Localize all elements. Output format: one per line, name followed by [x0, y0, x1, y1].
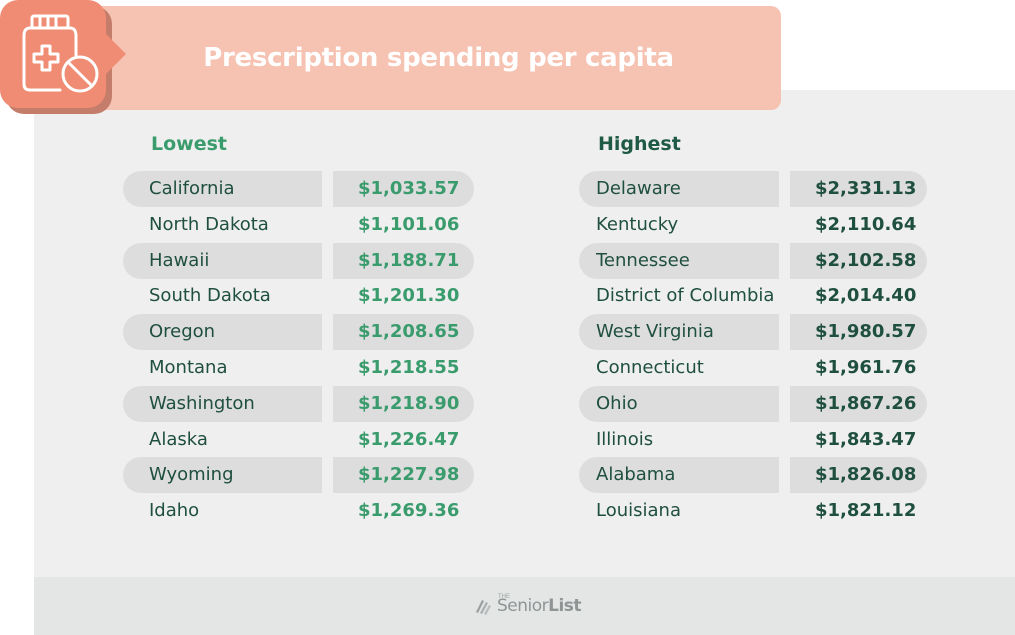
- spending-value: $2,014.40: [815, 285, 917, 307]
- spending-value: $1,218.90: [358, 392, 460, 414]
- logo-bold: List: [548, 596, 582, 616]
- lowest-header: Lowest: [151, 133, 227, 155]
- senior-list-logo-icon: [476, 600, 491, 615]
- state-name: Washington: [149, 392, 255, 414]
- state-name: Ohio: [596, 392, 638, 414]
- table-row: Delaware $2,331.13: [0, 171, 1015, 207]
- state-name: Connecticut: [596, 357, 704, 378]
- spending-value: $1,867.26: [815, 392, 917, 414]
- row-stripe-name: [123, 314, 322, 351]
- state-name: Tennessee: [596, 249, 690, 271]
- table-row: Louisiana $1,821.12: [0, 493, 1015, 529]
- state-name: Delaware: [596, 178, 681, 199]
- pill-bottle-icon: [20, 14, 102, 99]
- table-row: Montana $1,218.55: [0, 350, 1015, 386]
- state-name: Idaho: [149, 500, 200, 522]
- spending-value: $1,033.57: [358, 178, 460, 199]
- senior-list-logo: SeniorList: [473, 592, 582, 620]
- table-row: Alaska $1,226.47: [0, 422, 1015, 458]
- row-stripe-value: [333, 242, 474, 279]
- table-row: Connecticut $1,961.76: [0, 350, 1015, 386]
- row-stripe-value: [333, 385, 474, 422]
- table-row: South Dakota $1,201.30: [0, 278, 1015, 314]
- table-row: Ohio $1,867.26: [0, 385, 1015, 422]
- spending-value: $1,208.65: [358, 321, 460, 343]
- row-stripe-name: [123, 385, 322, 422]
- state-name: Hawaii: [149, 249, 210, 271]
- table-row: Alabama $1,826.08: [0, 457, 1015, 494]
- state-name: Kentucky: [596, 213, 679, 235]
- spending-value: $1,201.30: [358, 285, 460, 307]
- row-stripe-name: [123, 457, 322, 494]
- spending-value: $1,269.36: [358, 500, 460, 522]
- row-stripe-name: [579, 242, 779, 279]
- logo-small-text: THE: [498, 594, 510, 600]
- row-stripe-value: [790, 385, 927, 422]
- row-stripe-value: [333, 457, 474, 494]
- badge-pointer: [106, 34, 126, 74]
- table-row: Washington $1,218.90: [0, 385, 1015, 422]
- row-stripe-value: [790, 242, 927, 279]
- state-name: California: [149, 178, 235, 199]
- row-stripe-value: [790, 171, 927, 207]
- spending-value: $2,110.64: [815, 213, 917, 235]
- spending-value: $1,101.06: [358, 213, 460, 235]
- state-name: Alaska: [149, 428, 208, 450]
- highest-header: Highest: [598, 133, 681, 155]
- spending-value: $1,961.76: [815, 357, 917, 378]
- row-stripe-name: [579, 171, 779, 207]
- table-row: Tennessee $2,102.58: [0, 242, 1015, 279]
- logo-text: SeniorList: [497, 596, 582, 616]
- row-stripe-name: [579, 457, 779, 494]
- state-name: Wyoming: [149, 464, 234, 486]
- spending-value: $1,821.12: [815, 500, 917, 522]
- table-row: Kentucky $2,110.64: [0, 207, 1015, 243]
- row-stripe-value: [790, 457, 927, 494]
- spending-value: $1,227.98: [358, 464, 460, 486]
- state-name: West Virginia: [596, 321, 714, 343]
- spending-value: $1,188.71: [358, 249, 460, 271]
- spending-value: $1,826.08: [815, 464, 917, 486]
- table-row: Illinois $1,843.47: [0, 422, 1015, 458]
- logo-regular: Senior: [497, 596, 549, 616]
- state-name: South Dakota: [149, 285, 271, 307]
- state-name: Illinois: [596, 428, 654, 450]
- title-banner: [96, 6, 781, 110]
- state-name: Alabama: [596, 464, 676, 486]
- row-stripe-name: [579, 314, 779, 351]
- page-title: Prescription spending per capita: [203, 43, 674, 73]
- table-row: California $1,033.57: [0, 171, 1015, 207]
- spending-value: $1,218.55: [358, 357, 460, 378]
- state-name: Montana: [149, 357, 228, 378]
- state-name: District of Columbia: [596, 285, 775, 307]
- row-stripe-value: [333, 171, 474, 207]
- table-row: Hawaii $1,188.71: [0, 242, 1015, 279]
- row-stripe-value: [333, 314, 474, 351]
- footer-bar: [34, 577, 1015, 635]
- table-row: Idaho $1,269.36: [0, 493, 1015, 529]
- spending-value: $2,331.13: [815, 178, 917, 199]
- table-row: North Dakota $1,101.06: [0, 207, 1015, 243]
- spending-value: $1,980.57: [815, 321, 917, 343]
- spending-value: $1,226.47: [358, 428, 460, 450]
- table-row: West Virginia $1,980.57: [0, 314, 1015, 351]
- row-stripe-name: [123, 171, 322, 207]
- row-stripe-name: [579, 385, 779, 422]
- row-stripe-value: [790, 314, 927, 351]
- table-row: Wyoming $1,227.98: [0, 457, 1015, 494]
- table-row: Oregon $1,208.65: [0, 314, 1015, 351]
- state-name: North Dakota: [149, 213, 269, 235]
- table-row: District of Columbia $2,014.40: [0, 278, 1015, 314]
- row-stripe-name: [123, 242, 322, 279]
- spending-value: $2,102.58: [815, 249, 917, 271]
- state-name: Louisiana: [596, 500, 681, 522]
- spending-value: $1,843.47: [815, 428, 917, 450]
- state-name: Oregon: [149, 321, 216, 343]
